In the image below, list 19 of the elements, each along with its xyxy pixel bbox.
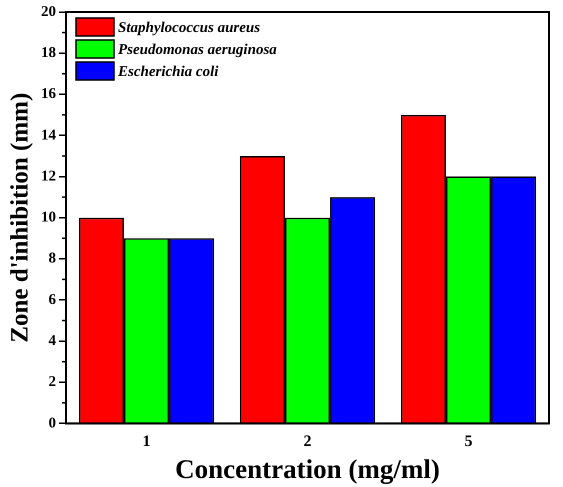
y-tick-label: 2	[48, 374, 56, 390]
legend-label: Pseudomonas aeruginosa	[118, 42, 278, 58]
y-tick-label: 20	[41, 4, 56, 20]
y-tick-label: 14	[41, 127, 56, 144]
y-tick-label: 8	[48, 250, 56, 267]
legend-label: Staphylococcus aureus	[118, 20, 260, 36]
y-tick-label: 4	[48, 332, 56, 349]
y-axis-title: Zone d'inhibition (mm)	[6, 92, 34, 343]
x-tick-label: 1	[142, 433, 150, 450]
legend-label: Escherichia coli	[117, 64, 220, 80]
y-tick-label: 6	[48, 292, 56, 308]
y-tick-label: 10	[41, 210, 56, 226]
y-tick-label: 12	[41, 168, 56, 184]
y-tick-label: 16	[41, 86, 56, 102]
y-tick-label: 0	[48, 415, 56, 432]
y-tick-label: 18	[41, 45, 56, 62]
x-tick-label: 2	[304, 433, 312, 450]
x-tick-label: 5	[464, 433, 472, 450]
x-axis-title: Concentration (mg/ml)	[175, 454, 440, 484]
